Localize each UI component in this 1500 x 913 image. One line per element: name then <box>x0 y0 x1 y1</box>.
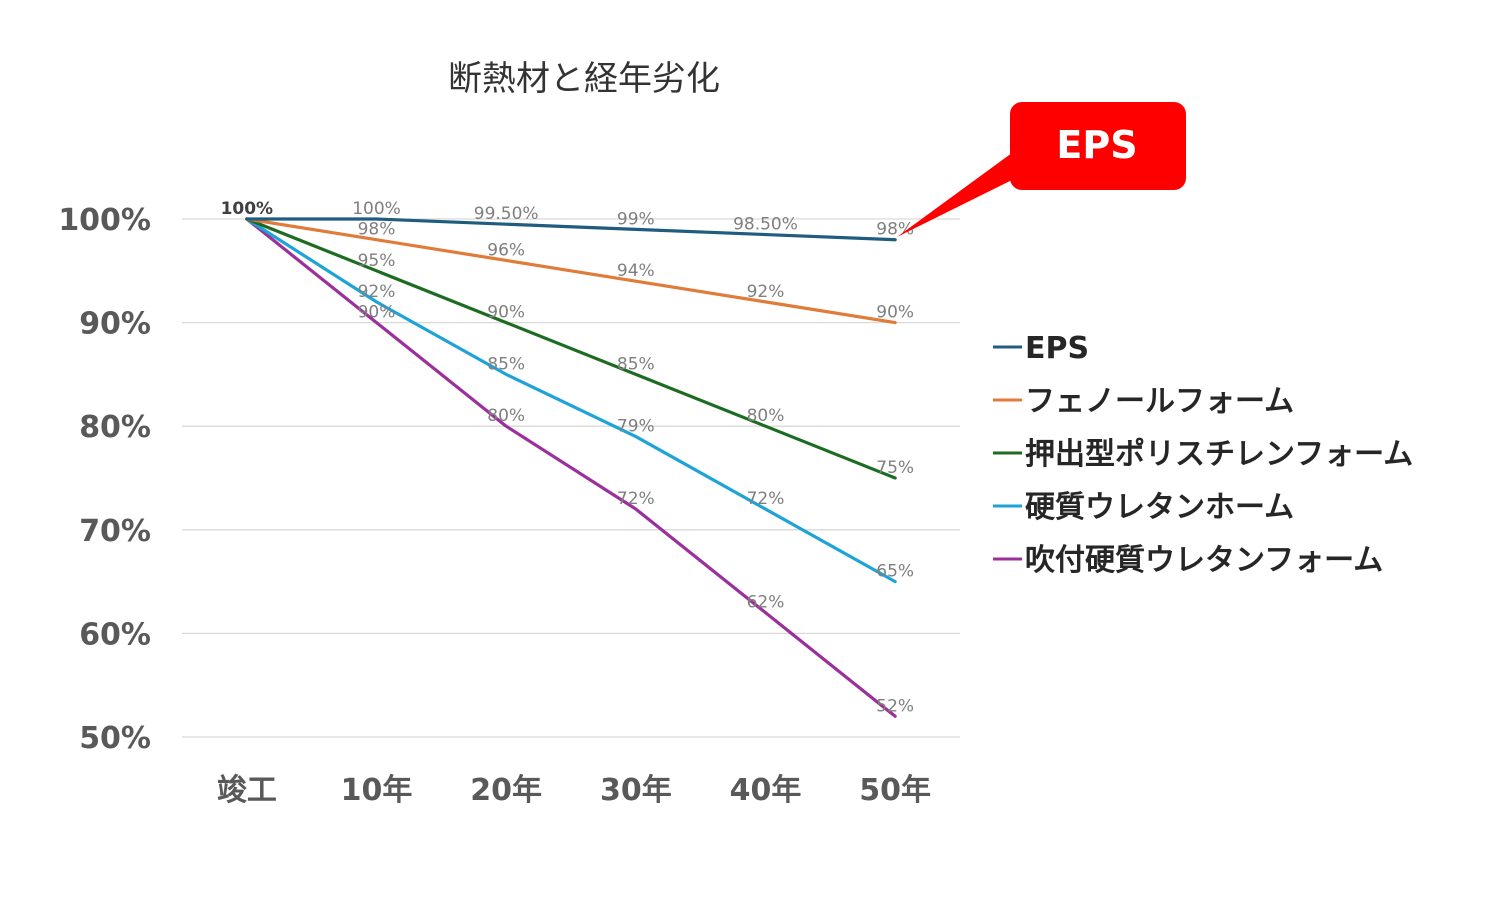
data-label: 72% <box>747 489 785 509</box>
y-tick-label: 100% <box>58 203 151 238</box>
data-label: 85% <box>487 354 525 374</box>
data-label: 94% <box>617 261 655 281</box>
legend-label: EPS <box>1025 331 1089 366</box>
x-tick-label: 竣工 <box>217 773 277 808</box>
data-label: 90% <box>358 303 396 323</box>
legend-label: フェノールフォーム <box>1025 384 1294 419</box>
data-label: 79% <box>617 417 655 437</box>
data-label: 80% <box>487 406 525 426</box>
y-tick-label: 80% <box>79 410 151 445</box>
grid-lines <box>182 218 960 738</box>
data-label: 95% <box>358 251 396 271</box>
y-tick-label: 60% <box>79 617 151 652</box>
data-label: 99% <box>617 209 655 229</box>
data-label: 62% <box>747 593 785 613</box>
x-axis-ticks: 竣工 10年 20年 30年 40年 50年 <box>217 773 931 808</box>
data-label: 90% <box>876 303 914 323</box>
series-line-3 <box>245 217 897 584</box>
data-label: 98.50% <box>733 215 798 235</box>
series-lines <box>245 217 897 718</box>
data-label: 52% <box>876 696 914 716</box>
callout-box <box>1010 102 1186 190</box>
data-label: 99.50% <box>474 204 539 224</box>
legend-label: 押出型ポリスチレンフォーム <box>1025 437 1413 472</box>
x-tick-label: 10年 <box>341 773 413 808</box>
series-line-0 <box>245 217 897 242</box>
x-tick-label: 40年 <box>730 773 802 808</box>
data-label: 65% <box>876 562 914 582</box>
data-label: 92% <box>747 282 785 302</box>
data-label: 100% <box>221 199 274 219</box>
series-line-4 <box>245 217 897 718</box>
x-tick-label: 50年 <box>859 773 931 808</box>
data-labels: 100% 100% 99.50% 99% 98.50% 98%98%96%94%92%90… <box>221 199 914 716</box>
data-label: 96% <box>487 240 525 260</box>
legend-label: 硬質ウレタンホーム <box>1025 490 1294 525</box>
y-tick-label: 90% <box>79 307 151 342</box>
y-axis-ticks: 100% 90% 80% 70% 60% 50% <box>58 203 151 756</box>
callout-text: EPS <box>1056 123 1137 167</box>
legend-label: 吹付硬質ウレタンフォーム <box>1025 543 1383 578</box>
eps-callout: EPS <box>897 102 1186 237</box>
chart-title: 断熱材と経年劣化 <box>448 59 720 99</box>
callout-pointer <box>897 150 1016 237</box>
data-label: 72% <box>617 489 655 509</box>
legend: EPS フェノールフォーム押出型ポリスチレンフォーム硬質ウレタンホーム吹付硬質ウレ… <box>993 331 1413 578</box>
series-line-1 <box>245 217 897 325</box>
x-tick-label: 20年 <box>470 773 542 808</box>
data-label: 85% <box>617 354 655 374</box>
x-tick-label: 30年 <box>600 773 672 808</box>
data-label: 100% <box>352 199 401 219</box>
y-tick-label: 50% <box>79 721 151 756</box>
data-label: 90% <box>487 303 525 323</box>
data-label: 75% <box>876 458 914 478</box>
data-label: 98% <box>358 220 396 240</box>
series-line-2 <box>245 217 897 480</box>
data-label: 80% <box>747 406 785 426</box>
y-tick-label: 70% <box>79 514 151 549</box>
data-label: 98% <box>876 220 914 240</box>
data-label: 92% <box>358 282 396 302</box>
